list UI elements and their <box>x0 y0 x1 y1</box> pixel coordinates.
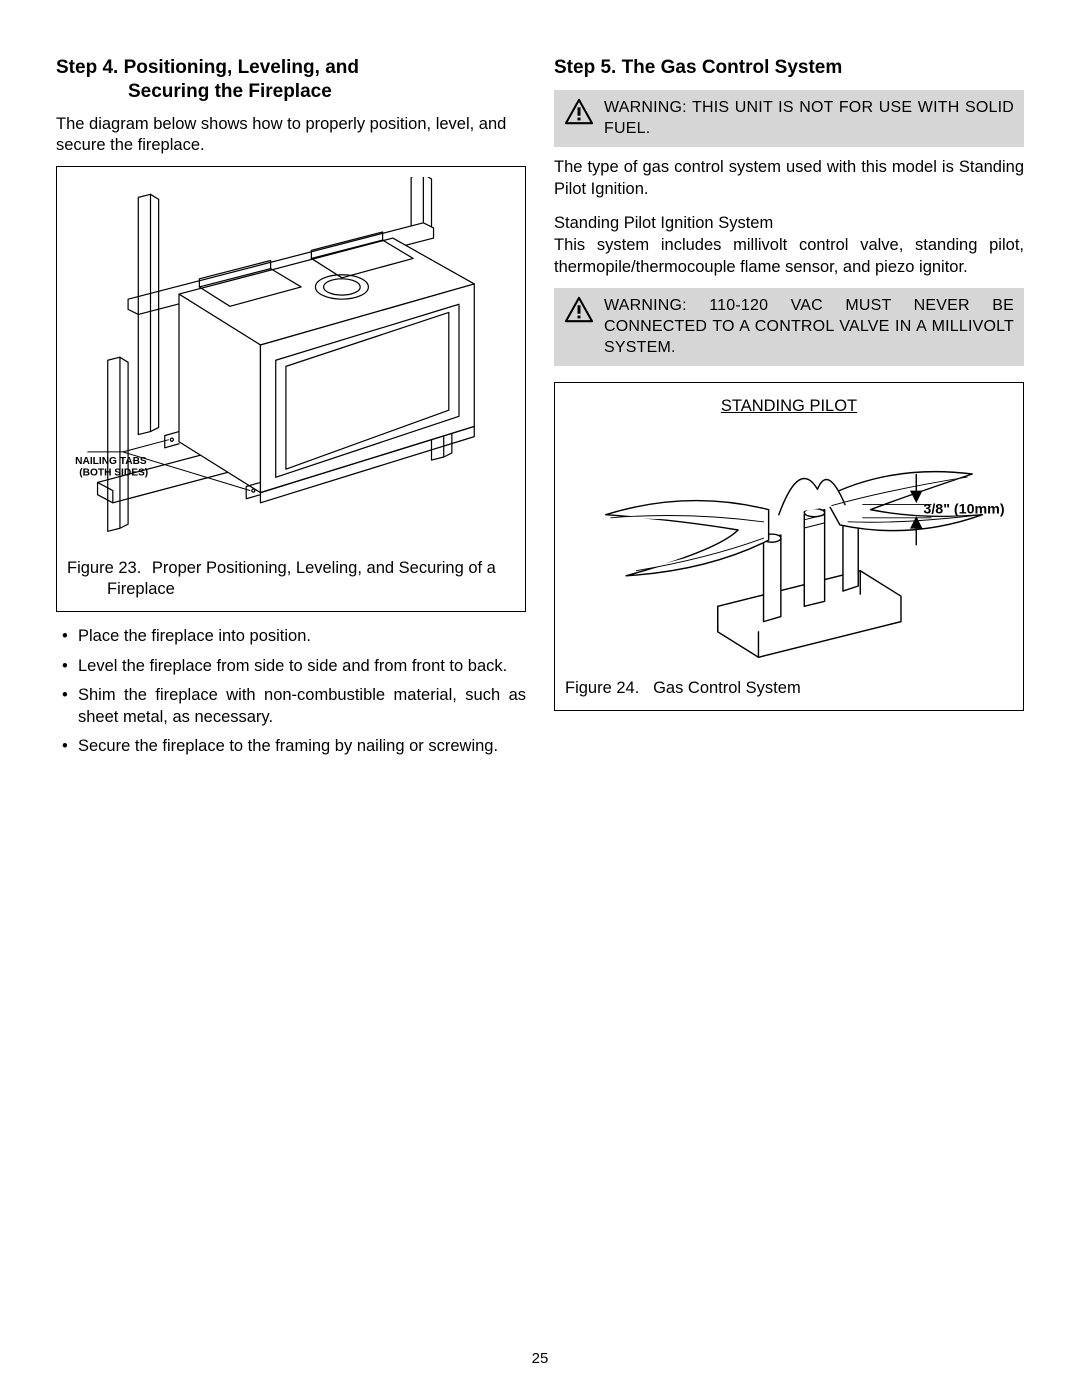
figure23-diagram: NAILING TABS (BOTH SIDES) <box>67 177 515 554</box>
step4-title: Step 4. Positioning, Leveling, and Secur… <box>56 56 526 104</box>
manual-page: Step 4. Positioning, Leveling, and Secur… <box>0 0 1080 1397</box>
warning-box-1: WARNING: THIS UNIT IS NOT FOR USE WITH S… <box>554 90 1024 148</box>
warning1-text: WARNING: THIS UNIT IS NOT FOR USE WITH S… <box>604 98 1014 140</box>
two-column-layout: Step 4. Positioning, Leveling, and Secur… <box>56 56 1024 766</box>
warning-icon <box>564 98 594 126</box>
warning-icon <box>564 296 594 324</box>
page-number: 25 <box>0 1350 1080 1367</box>
warning2-text: WARNING: 110-120 VAC MUST NEVER BE CONNE… <box>604 296 1014 358</box>
warning-box-2: WARNING: 110-120 VAC MUST NEVER BE CONNE… <box>554 288 1024 366</box>
step4-title-line2: Securing the Fireplace <box>128 81 332 102</box>
figure23-box: NAILING TABS (BOTH SIDES) Figure 23. Pro… <box>56 166 526 612</box>
step5-title: Step 5. The Gas Control System <box>554 56 1024 80</box>
bullet-4: Secure the fireplace to the framing by n… <box>56 736 526 757</box>
fig24-text: Gas Control System <box>653 679 801 697</box>
fig23-callout-l1: NAILING TABS <box>75 456 147 467</box>
right-column: Step 5. The Gas Control System WARNING: … <box>554 56 1024 766</box>
step4-bullets: Place the fireplace into position. Level… <box>56 626 526 757</box>
bullet-3: Shim the fireplace with non-combustible … <box>56 685 526 728</box>
figure24-caption: Figure 24. Gas Control System <box>565 679 1013 698</box>
figure24-box: STANDING PILOT <box>554 382 1024 711</box>
bullet-2: Level the fireplace from side to side an… <box>56 656 526 677</box>
fig24-dimension: 3/8" (10mm) <box>923 502 1004 518</box>
step5-para2: This system includes millivolt control v… <box>554 235 1024 278</box>
fig23-text: Proper Positioning, Leveling, and Securi… <box>107 559 496 598</box>
bullet-1: Place the fireplace into position. <box>56 626 526 647</box>
fig24-num: Figure 24. <box>565 679 639 697</box>
left-column: Step 4. Positioning, Leveling, and Secur… <box>56 56 526 766</box>
fig23-callout-l2: (BOTH SIDES) <box>79 468 148 479</box>
step4-intro: The diagram below shows how to properly … <box>56 114 526 157</box>
step4-title-line1: Step 4. Positioning, Leveling, and <box>56 57 359 78</box>
fig24-title: STANDING PILOT <box>565 397 1013 416</box>
fig23-num: Figure 23. <box>67 559 141 577</box>
figure24-diagram: 3/8" (10mm) <box>565 418 1013 673</box>
standing-pilot-heading: Standing Pilot Ignition System <box>554 214 1024 233</box>
figure23-caption: Figure 23. Proper Positioning, Leveling,… <box>67 558 515 599</box>
step5-para1: The type of gas control system used with… <box>554 157 1024 200</box>
